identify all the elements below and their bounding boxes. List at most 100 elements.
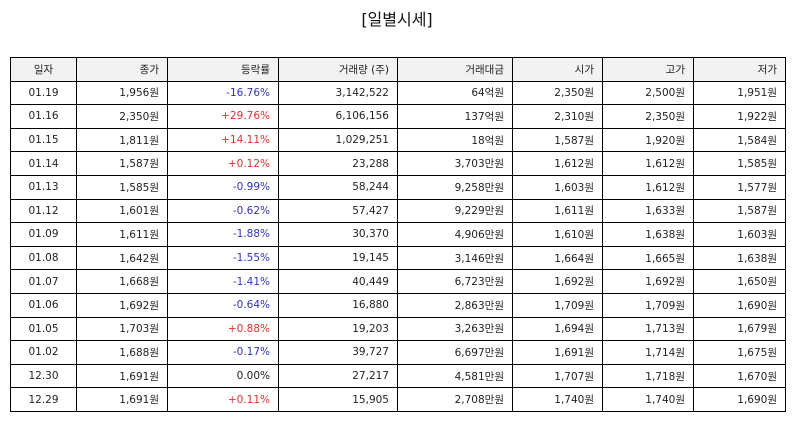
cell-change: 0.00% <box>167 363 279 389</box>
cell-low: 1,650원 <box>693 269 786 294</box>
cell-date: 01.16 <box>10 104 77 129</box>
header-volume: 거래량 (주) <box>278 57 398 82</box>
cell-open: 1,664원 <box>512 245 603 271</box>
cell-open: 1,709원 <box>512 292 603 318</box>
cell-volume: 19,203 <box>278 316 398 342</box>
header-low: 저가 <box>693 57 786 82</box>
cell-change: +14.11% <box>167 127 279 153</box>
cell-amount: 3,146만원 <box>397 245 513 271</box>
cell-high: 2,500원 <box>602 80 694 106</box>
table-row: 01.06 1,692원 -0.64% 16,880 2,863만원 1,709원 1,70… <box>10 292 786 318</box>
cell-date: 01.07 <box>10 269 77 294</box>
cell-low: 1,690원 <box>693 292 786 318</box>
cell-low: 1,603원 <box>693 222 786 247</box>
cell-close: 1,611원 <box>76 222 168 247</box>
header-amount: 거래대금 <box>397 57 513 82</box>
cell-open: 2,310원 <box>512 104 603 129</box>
cell-high: 1,612원 <box>602 174 694 200</box>
cell-amount: 4,581만원 <box>397 363 513 389</box>
cell-close: 2,350원 <box>76 104 168 129</box>
cell-high: 1,612원 <box>602 151 694 176</box>
header-change: 등락률 <box>167 57 279 82</box>
table-row: 01.19 1,956원 -16.76% 3,142,522 64억원 2,350원 2,5… <box>10 80 786 106</box>
cell-close: 1,692원 <box>76 292 168 318</box>
cell-amount: 3,263만원 <box>397 316 513 342</box>
table-row: 01.14 1,587원 +0.12% 23,288 3,703만원 1,612원 1,61… <box>10 151 786 176</box>
cell-high: 1,714원 <box>602 340 694 365</box>
cell-open: 1,694원 <box>512 316 603 342</box>
cell-open: 1,587원 <box>512 127 603 153</box>
table-row: 01.05 1,703원 +0.88% 19,203 3,263만원 1,694원 1,71… <box>10 316 786 342</box>
cell-open: 1,692원 <box>512 269 603 294</box>
cell-date: 01.09 <box>10 222 77 247</box>
table-row: 01.07 1,668원 -1.41% 40,449 6,723만원 1,692원 1,69… <box>10 269 786 294</box>
cell-amount: 137억원 <box>397 104 513 129</box>
cell-volume: 40,449 <box>278 269 398 294</box>
cell-volume: 57,427 <box>278 198 398 224</box>
cell-date: 01.13 <box>10 174 77 200</box>
cell-high: 2,350원 <box>602 104 694 129</box>
cell-change: +0.88% <box>167 316 279 342</box>
table-row: 01.13 1,585원 -0.99% 58,244 9,258만원 1,603원 1,61… <box>10 174 786 200</box>
cell-volume: 30,370 <box>278 222 398 247</box>
table-header-row: 일자 종가 등락률 거래량 (주) 거래대금 시가 고가 저가 <box>10 57 786 82</box>
cell-low: 1,577원 <box>693 174 786 200</box>
table-row: 01.15 1,811원 +14.11% 1,029,251 18억원 1,587원 1,9… <box>10 127 786 153</box>
cell-high: 1,718원 <box>602 363 694 389</box>
cell-volume: 6,106,156 <box>278 104 398 129</box>
cell-volume: 58,244 <box>278 174 398 200</box>
cell-date: 01.14 <box>10 151 77 176</box>
cell-date: 01.08 <box>10 245 77 271</box>
cell-amount: 18억원 <box>397 127 513 153</box>
table-row: 01.02 1,688원 -0.17% 39,727 6,697만원 1,691원 1,71… <box>10 340 786 365</box>
cell-high: 1,692원 <box>602 269 694 294</box>
cell-high: 1,665원 <box>602 245 694 271</box>
header-high: 고가 <box>602 57 694 82</box>
cell-high: 1,638원 <box>602 222 694 247</box>
header-close: 종가 <box>76 57 168 82</box>
cell-open: 1,612원 <box>512 151 603 176</box>
cell-low: 1,638원 <box>693 245 786 271</box>
cell-open: 1,740원 <box>512 387 603 412</box>
cell-change: -1.88% <box>167 222 279 247</box>
cell-date: 01.19 <box>10 80 77 106</box>
cell-low: 1,587원 <box>693 198 786 224</box>
cell-open: 1,603원 <box>512 174 603 200</box>
cell-amount: 6,697만원 <box>397 340 513 365</box>
cell-amount: 3,703만원 <box>397 151 513 176</box>
cell-close: 1,691원 <box>76 363 168 389</box>
cell-open: 1,610원 <box>512 222 603 247</box>
cell-change: -1.41% <box>167 269 279 294</box>
cell-close: 1,585원 <box>76 174 168 200</box>
cell-volume: 3,142,522 <box>278 80 398 106</box>
cell-open: 1,707원 <box>512 363 603 389</box>
cell-high: 1,920원 <box>602 127 694 153</box>
cell-change: +29.76% <box>167 104 279 129</box>
table-row: 01.12 1,601원 -0.62% 57,427 9,229만원 1,611원 1,63… <box>10 198 786 224</box>
cell-close: 1,703원 <box>76 316 168 342</box>
cell-high: 1,740원 <box>602 387 694 412</box>
cell-amount: 2,708만원 <box>397 387 513 412</box>
daily-price-table: 일자 종가 등락률 거래량 (주) 거래대금 시가 고가 저가 01.19 1,9… <box>10 57 786 412</box>
cell-change: -16.76% <box>167 80 279 106</box>
cell-volume: 15,905 <box>278 387 398 412</box>
cell-low: 1,675원 <box>693 340 786 365</box>
cell-amount: 6,723만원 <box>397 269 513 294</box>
cell-date: 01.06 <box>10 292 77 318</box>
cell-volume: 27,217 <box>278 363 398 389</box>
table-row: 01.09 1,611원 -1.88% 30,370 4,906만원 1,610원 1,63… <box>10 222 786 247</box>
cell-amount: 9,258만원 <box>397 174 513 200</box>
cell-low: 1,690원 <box>693 387 786 412</box>
cell-change: +0.12% <box>167 151 279 176</box>
cell-change: -0.17% <box>167 340 279 365</box>
cell-date: 01.15 <box>10 127 77 153</box>
table-row: 12.29 1,691원 +0.11% 15,905 2,708만원 1,740원 1,74… <box>10 387 786 412</box>
cell-change: +0.11% <box>167 387 279 412</box>
cell-close: 1,642원 <box>76 245 168 271</box>
header-open: 시가 <box>512 57 603 82</box>
cell-change: -0.62% <box>167 198 279 224</box>
cell-low: 1,679원 <box>693 316 786 342</box>
cell-amount: 2,863만원 <box>397 292 513 318</box>
cell-date: 12.29 <box>10 387 77 412</box>
cell-change: -1.55% <box>167 245 279 271</box>
